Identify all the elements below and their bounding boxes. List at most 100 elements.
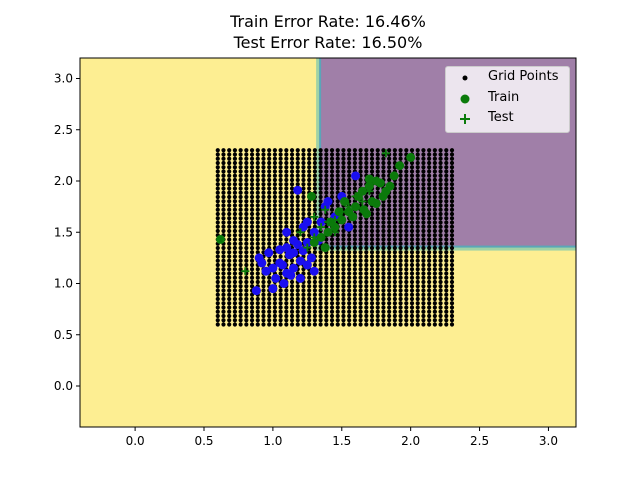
grid-point bbox=[432, 237, 437, 242]
grid-point bbox=[432, 254, 437, 259]
grid-point bbox=[307, 279, 312, 285]
grid-point bbox=[427, 152, 432, 157]
grid-point bbox=[318, 177, 323, 183]
grid-point bbox=[255, 224, 260, 229]
grid-point bbox=[427, 271, 432, 276]
grid-point bbox=[221, 186, 226, 191]
grid-point bbox=[307, 288, 312, 293]
grid-point bbox=[329, 267, 335, 272]
grid-point bbox=[221, 211, 226, 217]
grid-point bbox=[227, 267, 232, 272]
grid-point bbox=[432, 288, 437, 293]
grid-point bbox=[381, 305, 386, 310]
grid-point bbox=[289, 177, 295, 183]
grid-point bbox=[232, 267, 238, 272]
grid-point bbox=[318, 152, 323, 157]
grid-point bbox=[387, 322, 392, 327]
train-point bbox=[268, 263, 278, 273]
grid-point bbox=[238, 177, 243, 183]
grid-point bbox=[284, 156, 289, 161]
grid-point bbox=[427, 199, 432, 204]
grid-point bbox=[398, 322, 403, 327]
grid-point bbox=[432, 190, 437, 195]
grid-point bbox=[369, 254, 375, 259]
grid-point bbox=[352, 233, 357, 238]
legend-item-test: Test bbox=[446, 109, 569, 129]
grid-point bbox=[221, 224, 226, 229]
legend: Grid Points Train Test bbox=[445, 66, 570, 133]
grid-point bbox=[307, 169, 312, 174]
grid-point bbox=[272, 203, 278, 208]
grid-point bbox=[295, 288, 300, 293]
grid-point bbox=[381, 279, 386, 285]
grid-point bbox=[215, 199, 220, 204]
grid-point bbox=[272, 165, 278, 170]
grid-point bbox=[381, 288, 386, 293]
grid-point bbox=[329, 207, 335, 212]
grid-point bbox=[249, 241, 255, 246]
grid-point bbox=[267, 275, 272, 280]
grid-point bbox=[238, 279, 243, 285]
grid-point bbox=[381, 313, 386, 319]
grid-point bbox=[232, 169, 238, 174]
grid-point bbox=[227, 148, 232, 153]
grid-point bbox=[261, 318, 266, 323]
grid-point bbox=[375, 241, 380, 246]
grid-point bbox=[398, 279, 403, 285]
grid-point bbox=[421, 203, 426, 208]
grid-point bbox=[444, 305, 449, 310]
grid-point bbox=[352, 309, 357, 314]
grid-point bbox=[432, 199, 437, 204]
grid-point bbox=[289, 309, 295, 314]
grid-point bbox=[444, 169, 449, 174]
grid-point bbox=[375, 271, 380, 276]
grid-point bbox=[375, 275, 380, 280]
grid-point bbox=[238, 173, 243, 178]
grid-point bbox=[444, 267, 449, 272]
grid-point bbox=[329, 152, 335, 157]
grid-point bbox=[341, 267, 346, 272]
grid-point bbox=[398, 173, 403, 178]
grid-point bbox=[438, 309, 443, 314]
grid-point bbox=[409, 199, 415, 204]
y-tick-label: 0.5 bbox=[54, 328, 73, 342]
grid-point bbox=[324, 313, 329, 319]
grid-point bbox=[221, 194, 226, 200]
grid-point bbox=[352, 224, 357, 229]
grid-point bbox=[398, 318, 403, 323]
grid-point bbox=[364, 237, 369, 242]
grid-point bbox=[398, 228, 403, 234]
grid-point bbox=[215, 296, 220, 302]
grid-point bbox=[215, 254, 220, 259]
grid-point bbox=[398, 301, 403, 306]
grid-point bbox=[301, 160, 306, 166]
grid-point bbox=[387, 250, 392, 255]
grid-point bbox=[438, 228, 443, 234]
grid-point bbox=[255, 148, 260, 153]
grid-point bbox=[347, 313, 352, 319]
grid-point bbox=[381, 245, 386, 251]
grid-point bbox=[427, 194, 432, 200]
grid-point bbox=[307, 177, 312, 183]
grid-point bbox=[364, 258, 369, 263]
grid-point bbox=[284, 190, 289, 195]
grid-point bbox=[295, 296, 300, 302]
grid-point bbox=[352, 156, 357, 161]
grid-point bbox=[278, 224, 283, 229]
grid-point bbox=[415, 258, 420, 263]
grid-point bbox=[449, 313, 455, 319]
grid-point bbox=[364, 233, 369, 238]
train-point bbox=[278, 260, 288, 270]
grid-point bbox=[364, 241, 369, 246]
grid-point bbox=[255, 313, 260, 319]
grid-point bbox=[352, 288, 357, 293]
grid-point bbox=[227, 220, 232, 225]
grid-point bbox=[358, 267, 363, 272]
grid-point bbox=[272, 216, 278, 221]
grid-point bbox=[335, 288, 340, 293]
grid-point bbox=[352, 267, 357, 272]
grid-point bbox=[244, 169, 249, 174]
grid-point bbox=[432, 148, 437, 153]
grid-point bbox=[244, 318, 249, 323]
grid-point bbox=[415, 233, 420, 238]
